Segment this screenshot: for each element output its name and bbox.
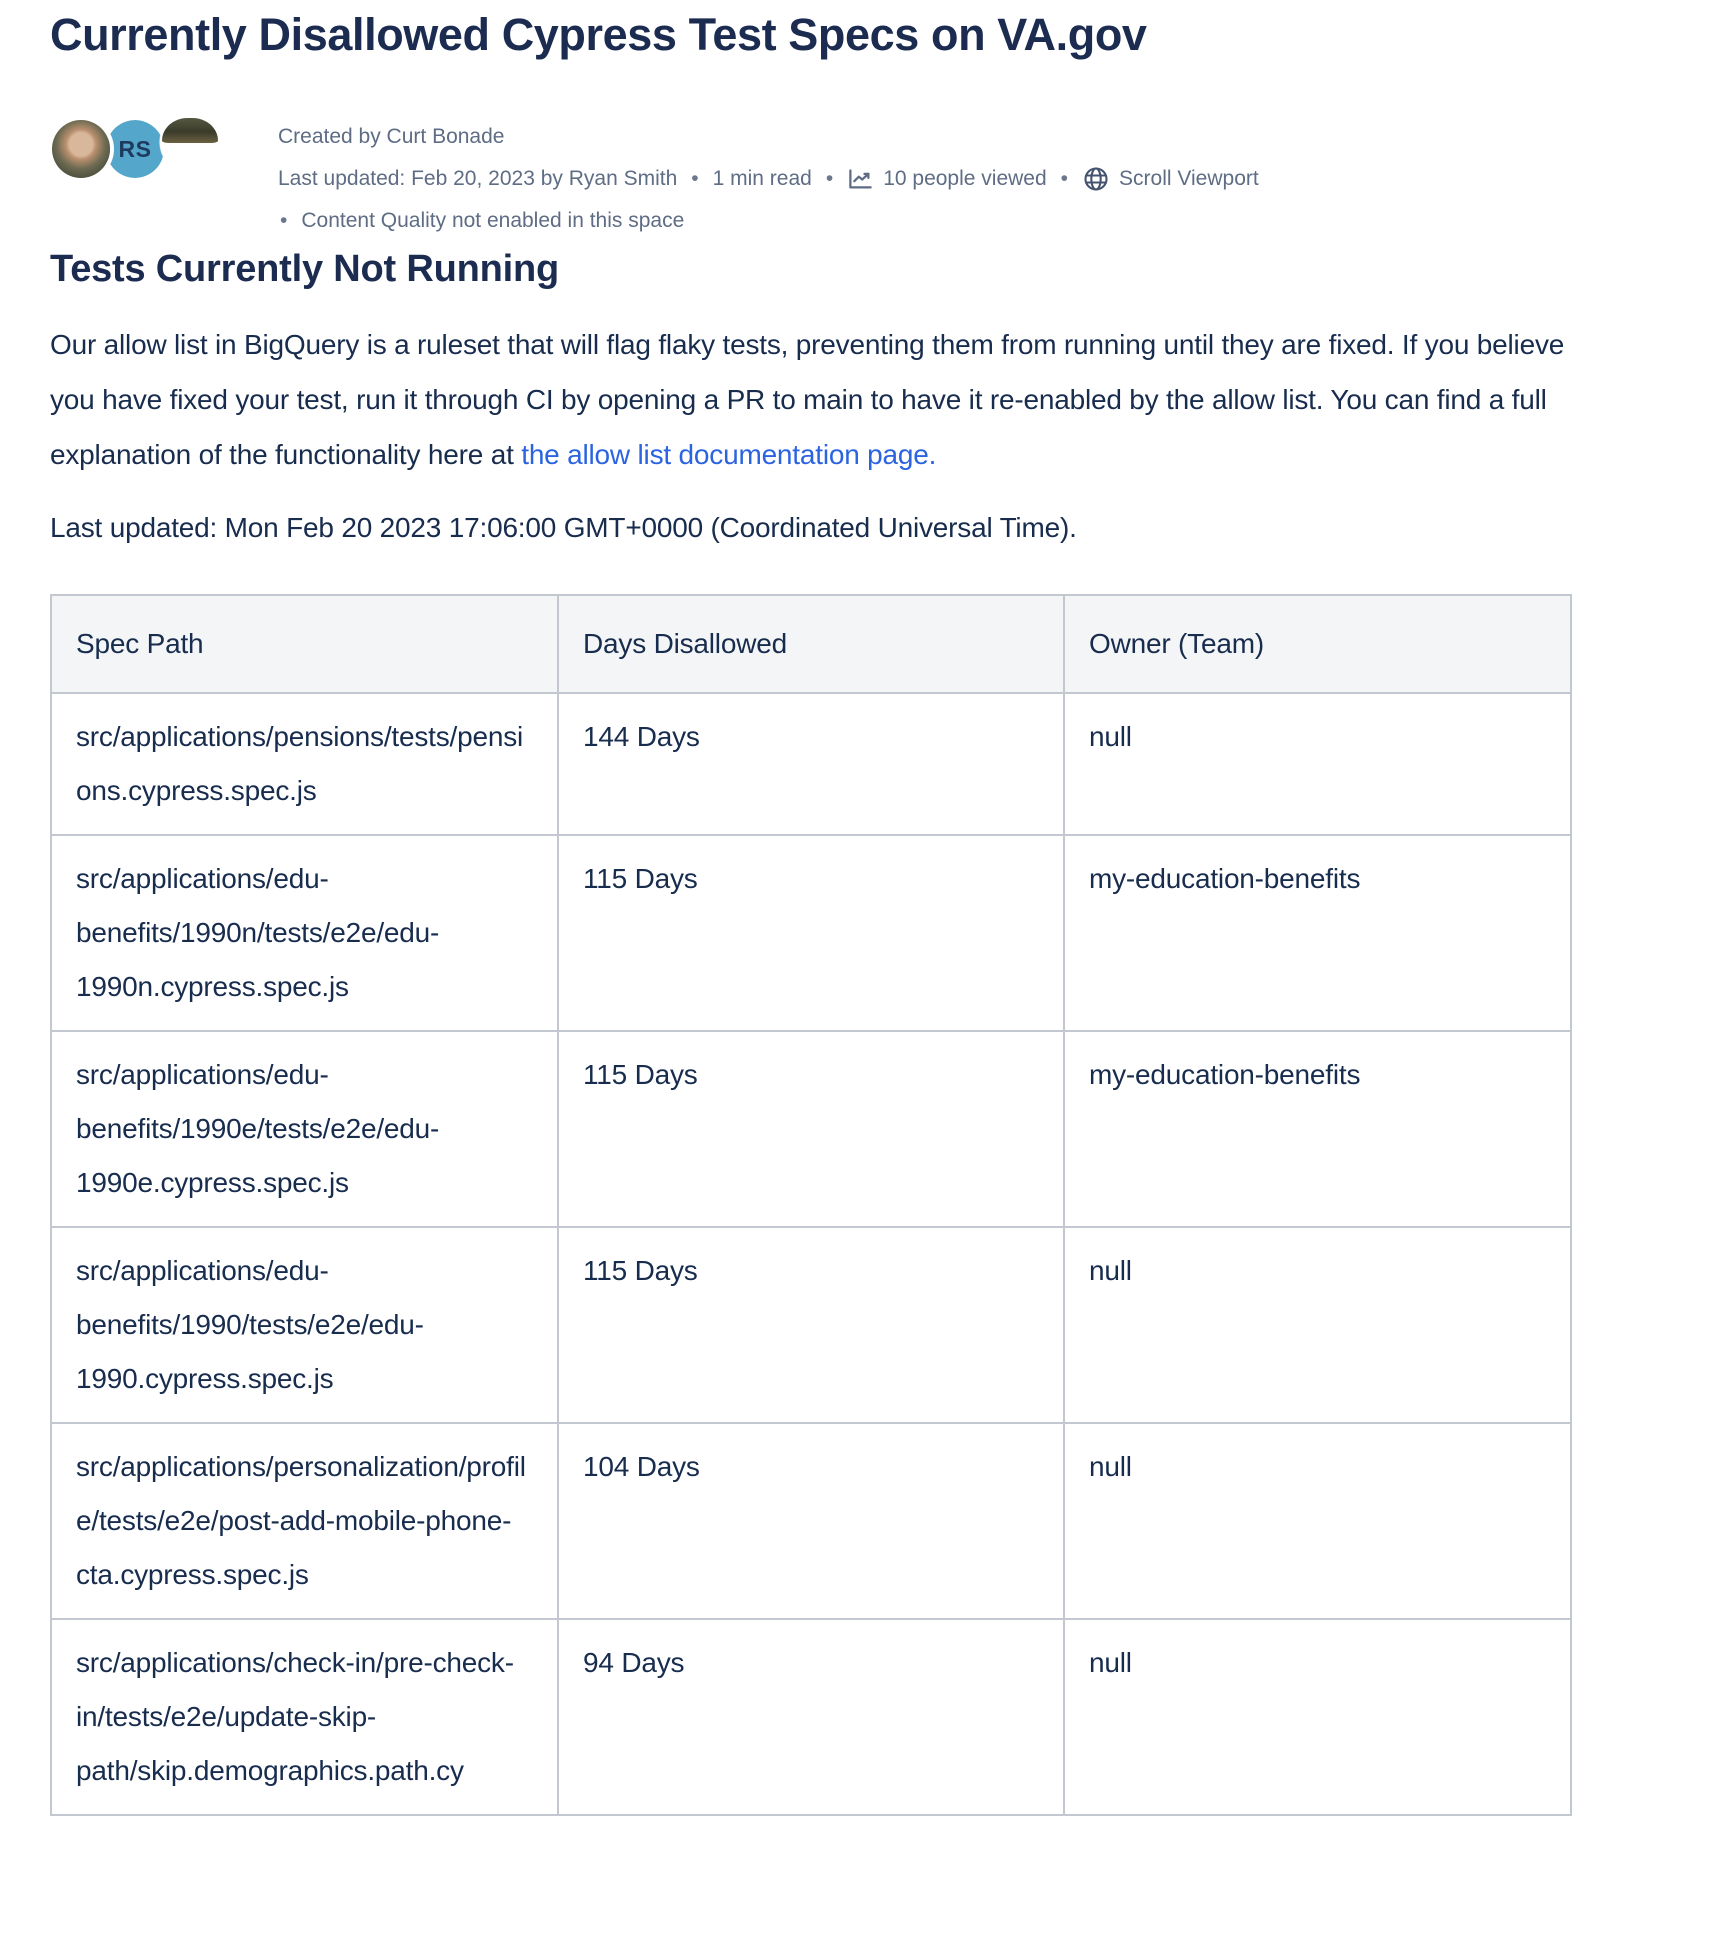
byline-quality-row: • Content Quality not enabled in this sp… <box>278 200 1259 242</box>
byline-meta-row: Last updated: Feb 20, 2023 by Ryan Smith… <box>278 158 1259 200</box>
avatar-ryan-smith[interactable]: RS <box>106 120 164 178</box>
table-row: src/applications/personalization/profile… <box>50 1422 1572 1620</box>
owner-cell: my-education-benefits <box>1063 1030 1572 1228</box>
table-row: src/applications/pensions/tests/pensions… <box>50 692 1572 836</box>
days-disallowed-cell: 144 Days <box>557 692 1065 836</box>
spec-path-cell: src/applications/edu-benefits/1990n/test… <box>50 834 559 1032</box>
days-disallowed-cell: 115 Days <box>557 834 1065 1032</box>
last-updated-label: Last updated: Feb 20, 2023 by Ryan Smith <box>278 167 678 190</box>
column-header-owner-team: Owner (Team) <box>1063 594 1572 694</box>
spec-path-cell: src/applications/pensions/tests/pensions… <box>50 692 559 836</box>
spec-path-cell: src/applications/personalization/profile… <box>50 1422 559 1620</box>
spec-path-cell: src/applications/edu-benefits/1990e/test… <box>50 1030 559 1228</box>
days-disallowed-cell: 94 Days <box>557 1618 1065 1816</box>
days-disallowed-cell: 115 Days <box>557 1030 1065 1228</box>
table-row: src/applications/check-in/pre-check-in/t… <box>50 1618 1572 1816</box>
byline: RS Created by Curt Bonade Last updated: … <box>50 114 1678 242</box>
content-quality-label: Content Quality not enabled in this spac… <box>301 209 685 232</box>
column-header-days-disallowed: Days Disallowed <box>557 594 1065 694</box>
people-viewed-link[interactable]: 10 people viewed <box>847 158 1047 200</box>
scroll-viewport-link[interactable]: Scroll Viewport <box>1082 158 1259 200</box>
allow-list-doc-link[interactable]: the allow list documentation page. <box>521 439 937 470</box>
intro-paragraph: Our allow list in BigQuery is a ruleset … <box>50 317 1570 482</box>
table-row: src/applications/edu-benefits/1990/tests… <box>50 1226 1572 1424</box>
page-title: Currently Disallowed Cypress Test Specs … <box>50 9 1147 60</box>
separator-dot: • <box>691 167 699 190</box>
owner-cell: null <box>1063 692 1572 836</box>
owner-cell: null <box>1063 1618 1572 1816</box>
wiki-page: Currently Disallowed Cypress Test Specs … <box>50 9 1678 1816</box>
avatar-partial-photo[interactable] <box>162 118 218 143</box>
disallowed-specs-table: Spec Path Days Disallowed Owner (Team) src… <box>50 594 1572 1816</box>
scroll-viewport-label: Scroll Viewport <box>1119 167 1259 190</box>
column-header-spec-path: Spec Path <box>50 594 559 694</box>
trend-line-chart-icon <box>847 166 874 193</box>
separator-dot: • <box>280 209 288 232</box>
days-disallowed-cell: 115 Days <box>557 1226 1065 1424</box>
section-heading: Tests Currently Not Running <box>50 248 560 290</box>
last-updated-line: Last updated: Mon Feb 20 2023 17:06:00 G… <box>50 512 1077 543</box>
owner-cell: my-education-benefits <box>1063 834 1572 1032</box>
separator-dot: • <box>825 167 834 190</box>
created-by-label: Created by Curt Bonade <box>278 125 505 148</box>
globe-icon <box>1082 165 1110 193</box>
owner-cell: null <box>1063 1226 1572 1424</box>
intro-paragraph-text: Our allow list in BigQuery is a ruleset … <box>50 329 1565 470</box>
read-time-label: 1 min read <box>712 167 812 190</box>
avatar-group: RS <box>50 114 278 210</box>
table-header-row: Spec Path Days Disallowed Owner (Team) <box>50 594 1572 694</box>
owner-cell: null <box>1063 1422 1572 1620</box>
separator-dot: • <box>1060 167 1069 190</box>
table-row: src/applications/edu-benefits/1990n/test… <box>50 834 1572 1032</box>
table-row: src/applications/edu-benefits/1990e/test… <box>50 1030 1572 1228</box>
byline-created-row: Created by Curt Bonade <box>278 116 1259 158</box>
people-viewed-label: 10 people viewed <box>883 167 1047 190</box>
days-disallowed-cell: 104 Days <box>557 1422 1065 1620</box>
byline-text: Created by Curt Bonade Last updated: Feb… <box>278 114 1259 242</box>
avatar-curt-bonade[interactable] <box>52 120 110 178</box>
table-body: src/applications/pensions/tests/pensions… <box>50 692 1572 1816</box>
spec-path-cell: src/applications/check-in/pre-check-in/t… <box>50 1618 559 1816</box>
spec-path-cell: src/applications/edu-benefits/1990/tests… <box>50 1226 559 1424</box>
